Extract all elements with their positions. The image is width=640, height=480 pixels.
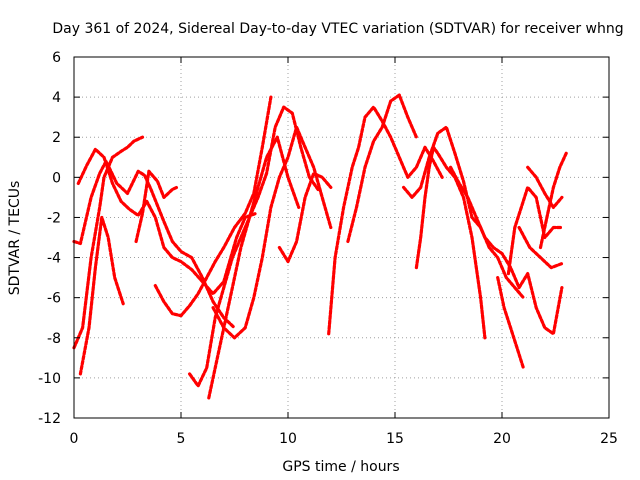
series-sat-m xyxy=(402,125,526,300)
plot-frame xyxy=(73,56,610,419)
series-sat-h xyxy=(207,105,320,400)
tick-layer: 0 5 10 15 20 25 -12 -10 -8 -6 -4 -2 0 2 4 6 xyxy=(38,50,618,447)
y-tick-label: -4 xyxy=(47,251,61,267)
chart-title: Day 361 of 2024, Sidereal Day-to-day VTE… xyxy=(52,21,623,37)
series-sat-l xyxy=(346,93,418,244)
y-axis-label: SDTVAR / TECUs xyxy=(7,181,23,296)
series-sat-i xyxy=(211,125,333,340)
x-tick-label: 5 xyxy=(177,431,186,447)
y-tick-label: 6 xyxy=(52,50,61,66)
series-sat-t xyxy=(517,225,564,270)
y-tick-label: 4 xyxy=(52,90,61,106)
x-tick-label: 15 xyxy=(386,431,404,447)
series-sat-o xyxy=(449,165,564,336)
y-tick-label: -6 xyxy=(47,291,61,307)
x-tick-label: 25 xyxy=(600,431,618,447)
series-sat-f xyxy=(153,95,273,318)
x-tick-label: 0 xyxy=(70,431,79,447)
series-sat-p xyxy=(496,276,526,370)
grid-layer xyxy=(74,57,609,418)
series-sat-n xyxy=(414,145,487,340)
series-sat-g xyxy=(188,135,301,388)
y-tick-label: 2 xyxy=(52,130,61,146)
series-sat-q xyxy=(506,185,564,276)
x-tick-label: 10 xyxy=(279,431,297,447)
y-tick-label: -10 xyxy=(38,371,61,387)
series-layer xyxy=(72,93,568,400)
series-sat-s xyxy=(538,151,568,250)
series-sat-r xyxy=(526,165,564,209)
series-sat-c xyxy=(76,147,258,296)
x-axis-label: GPS time / hours xyxy=(282,459,399,475)
y-tick-label: -12 xyxy=(38,411,61,427)
series-sat-d xyxy=(78,215,125,376)
y-tick-label: 0 xyxy=(52,170,61,186)
x-tick-label: 20 xyxy=(493,431,511,447)
y-tick-label: -8 xyxy=(47,331,61,347)
series-sat-j xyxy=(277,171,333,264)
y-tick-label: -2 xyxy=(47,210,61,226)
series-sat-k xyxy=(327,105,444,336)
series-sat-e xyxy=(134,169,179,244)
